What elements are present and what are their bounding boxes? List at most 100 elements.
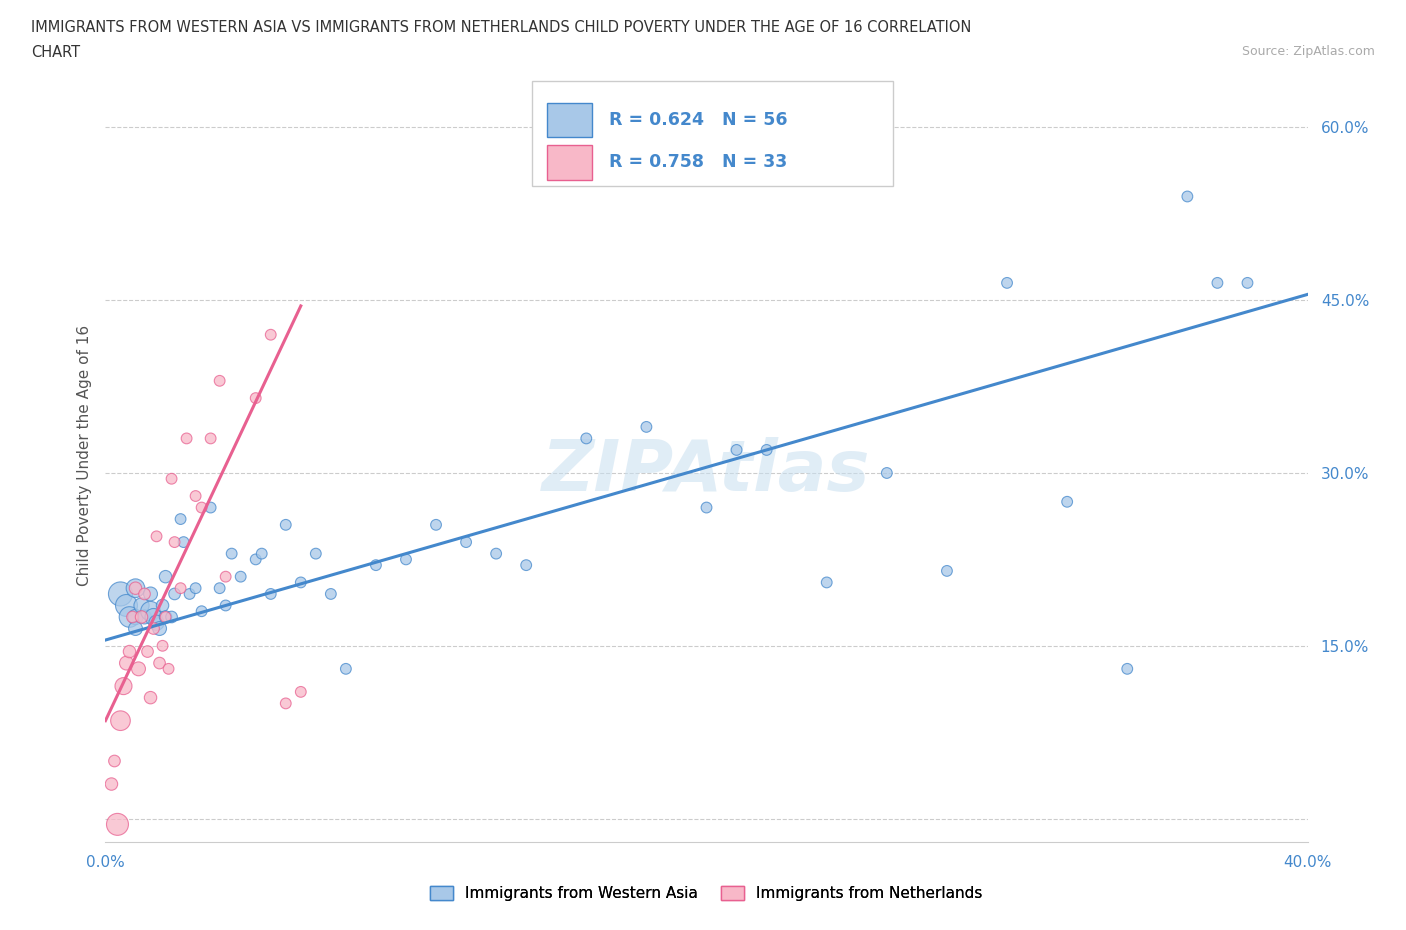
Point: [136, 644, 159, 659]
Point: [124, 609, 146, 624]
Point: [118, 609, 141, 624]
Text: Source: ZipAtlas.com: Source: ZipAtlas.com: [1241, 45, 1375, 58]
Point: [245, 391, 267, 405]
Point: [110, 713, 132, 728]
Point: [221, 546, 243, 561]
Point: [160, 472, 183, 486]
Point: [425, 517, 447, 532]
Point: [152, 638, 174, 653]
Point: [208, 580, 231, 595]
Point: [124, 580, 146, 595]
Point: [115, 598, 138, 613]
Point: [250, 546, 273, 561]
FancyBboxPatch shape: [533, 81, 893, 186]
Point: [260, 587, 283, 602]
Point: [110, 587, 132, 602]
Point: [936, 564, 959, 578]
Point: [134, 609, 156, 624]
Text: R = 0.758   N = 33: R = 0.758 N = 33: [609, 153, 787, 171]
Point: [115, 656, 138, 671]
Point: [575, 431, 598, 445]
Point: [515, 558, 537, 573]
Point: [485, 546, 508, 561]
Point: [163, 535, 186, 550]
Point: [815, 575, 838, 590]
Point: [725, 443, 748, 458]
Point: [1056, 495, 1078, 510]
Point: [145, 616, 167, 631]
Point: [305, 546, 328, 561]
Point: [163, 587, 186, 602]
Point: [260, 327, 283, 342]
Point: [208, 373, 231, 388]
Point: [118, 644, 141, 659]
Point: [124, 621, 146, 636]
Point: [184, 580, 207, 595]
Point: [142, 621, 165, 636]
Point: [103, 753, 125, 768]
FancyBboxPatch shape: [547, 145, 592, 179]
Point: [636, 419, 658, 434]
Point: [155, 569, 177, 584]
Point: [173, 535, 195, 550]
Point: [121, 609, 143, 624]
Point: [148, 656, 170, 671]
Point: [395, 551, 418, 566]
Point: [176, 431, 198, 445]
Point: [112, 679, 135, 694]
Legend: Immigrants from Western Asia, Immigrants from Netherlands: Immigrants from Western Asia, Immigrants…: [425, 880, 988, 908]
Point: [454, 535, 477, 550]
Point: [190, 500, 212, 515]
Point: [155, 609, 177, 624]
Point: [876, 466, 898, 481]
Point: [335, 661, 357, 676]
Point: [131, 598, 153, 613]
Point: [200, 431, 222, 445]
Point: [319, 587, 342, 602]
Point: [160, 609, 183, 624]
Point: [184, 488, 207, 503]
Point: [696, 500, 718, 515]
Point: [169, 580, 191, 595]
Y-axis label: Child Poverty Under the Age of 16: Child Poverty Under the Age of 16: [76, 326, 91, 586]
Point: [229, 569, 252, 584]
Point: [134, 587, 156, 602]
Point: [995, 275, 1018, 290]
Point: [179, 587, 201, 602]
Text: CHART: CHART: [31, 45, 80, 60]
Point: [139, 690, 162, 705]
Point: [157, 661, 180, 676]
Point: [290, 575, 312, 590]
FancyBboxPatch shape: [547, 102, 592, 138]
Point: [145, 529, 167, 544]
Point: [274, 696, 297, 711]
Point: [142, 609, 165, 624]
Point: [128, 661, 150, 676]
Point: [107, 817, 129, 831]
Point: [200, 500, 222, 515]
Text: R = 0.624   N = 56: R = 0.624 N = 56: [609, 111, 787, 129]
Text: ZIPAtlas: ZIPAtlas: [543, 437, 870, 506]
Point: [152, 598, 174, 613]
Point: [1116, 661, 1139, 676]
Point: [124, 580, 146, 595]
Point: [190, 604, 212, 618]
Point: [139, 587, 162, 602]
Point: [274, 517, 297, 532]
Point: [148, 621, 170, 636]
Point: [755, 443, 778, 458]
Point: [214, 569, 236, 584]
Text: IMMIGRANTS FROM WESTERN ASIA VS IMMIGRANTS FROM NETHERLANDS CHILD POVERTY UNDER : IMMIGRANTS FROM WESTERN ASIA VS IMMIGRAN…: [31, 20, 972, 35]
Point: [139, 604, 162, 618]
Point: [131, 609, 153, 624]
Point: [169, 512, 191, 526]
Point: [1236, 275, 1258, 290]
Point: [100, 777, 122, 791]
Point: [290, 684, 312, 699]
Point: [155, 609, 177, 624]
Point: [1206, 275, 1229, 290]
Point: [364, 558, 387, 573]
Point: [1175, 189, 1198, 204]
Point: [214, 598, 236, 613]
Point: [245, 551, 267, 566]
